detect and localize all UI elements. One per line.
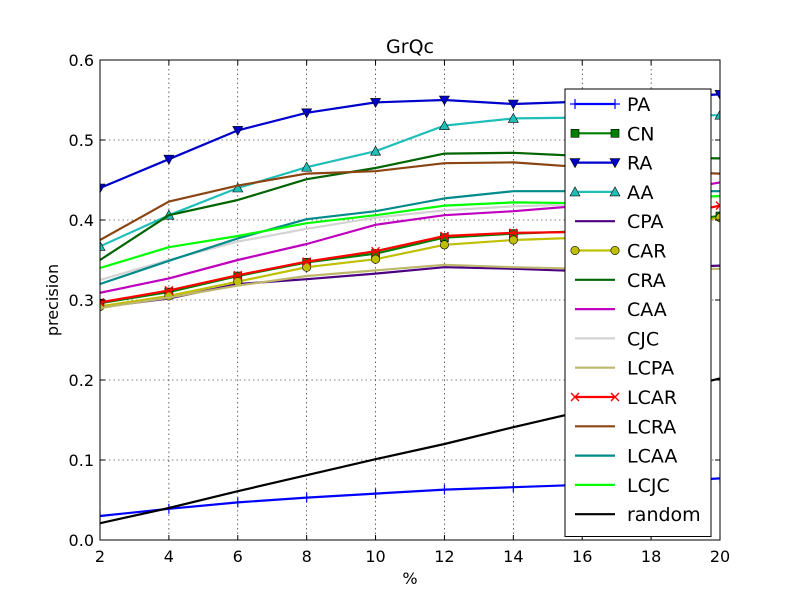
data-point-pa [715, 473, 720, 484]
legend-label-aa: AA [627, 182, 654, 204]
legend-item-aa: AA [569, 182, 654, 204]
legend-item-pa: PA [570, 94, 650, 116]
legend-marker-pa [570, 99, 580, 109]
data-point-car [439, 240, 449, 250]
legend-marker-car [610, 246, 620, 256]
data-point-aa [100, 240, 106, 251]
y-tick-label: 0.0 [69, 531, 94, 550]
y-tick-label: 0.3 [69, 291, 94, 310]
x-axis-label: % [402, 569, 417, 588]
y-tick-label: 0.4 [69, 211, 94, 230]
legend-marker-aa [569, 186, 581, 197]
data-point-lcar [439, 231, 449, 241]
legend-marker-ra [609, 158, 621, 169]
data-point-aa [438, 119, 450, 130]
legend-label-lcar: LCAR [627, 387, 677, 409]
chart-title: GrQc [386, 36, 434, 58]
data-point-pa [301, 492, 312, 503]
x-tick-label: 20 [710, 547, 730, 566]
legend-item-cpa: CPA [575, 211, 664, 233]
x-tick-label: 6 [233, 547, 243, 566]
legend-marker-cn [610, 129, 620, 138]
data-point-pa [508, 482, 519, 493]
legend-label-lcpa: LCPA [627, 358, 674, 380]
legend-item-lcra: LCRA [575, 416, 676, 438]
data-point-pa [439, 484, 450, 495]
x-tick-label: 18 [641, 547, 661, 566]
data-point-ra [714, 90, 720, 101]
data-point-lcar [371, 246, 381, 256]
legend-marker-pa [610, 99, 620, 109]
data-point-car [508, 235, 518, 245]
data-point-car [371, 254, 381, 264]
data-point-lcar [302, 257, 312, 267]
legend-item-random: random [575, 504, 701, 526]
legend-label-random: random [627, 504, 701, 526]
legend-item-lcar: LCAR [570, 387, 677, 409]
legend-item-cn: CN [570, 123, 654, 145]
data-point-lcar [233, 270, 243, 280]
legend-label-caa: CAA [627, 299, 667, 321]
legend-marker-cn [570, 129, 580, 138]
x-tick-label: 4 [164, 547, 174, 566]
data-point-lcar [164, 285, 174, 295]
legend-label-cra: CRA [627, 270, 666, 292]
legend-item-cra: CRA [575, 270, 666, 292]
legend-label-cpa: CPA [627, 211, 664, 233]
x-tick-label: 2 [95, 547, 105, 566]
legend-item-ra: RA [569, 153, 652, 175]
data-point-ra [232, 126, 244, 137]
legend-marker-lcar [610, 392, 620, 402]
data-point-car [302, 262, 312, 272]
x-tick-label: 16 [572, 547, 592, 566]
y-tick-label: 0.1 [69, 451, 94, 470]
x-tick-label: 8 [302, 547, 312, 566]
y-tick-label: 0.2 [69, 371, 94, 390]
legend-label-lcjc: LCJC [627, 475, 670, 497]
data-point-aa [370, 145, 382, 156]
legend-marker-ra [569, 158, 581, 169]
y-axis-label: precision [43, 264, 62, 336]
data-point-ra [301, 108, 313, 119]
legend-item-lcpa: LCPA [575, 358, 674, 380]
legend-item-lcaa: LCAA [575, 446, 677, 468]
data-point-lcar [508, 228, 518, 238]
data-point-ra [370, 98, 382, 109]
legend-label-cjc: CJC [627, 328, 659, 350]
data-point-ra [100, 183, 106, 194]
legend-marker-aa [609, 186, 621, 197]
ticks: 2 4 6 8 10 12 14 16 18 20 0.0 0.1 0.2 0.3 0.4 0.5 0.6 [69, 51, 731, 566]
data-point-ra [438, 95, 450, 106]
data-point-ra [163, 154, 175, 165]
legend-label-cn: CN [627, 123, 654, 145]
data-point-pa [232, 497, 243, 508]
x-tick-label: 10 [365, 547, 385, 566]
legend-marker-car [570, 246, 580, 256]
data-point-aa [507, 112, 519, 123]
x-tick-label: 12 [434, 547, 454, 566]
data-point-aa [301, 161, 313, 172]
legend-item-car: CAR [570, 241, 666, 263]
data-point-pa [100, 511, 105, 521]
legend-label-car: CAR [627, 241, 666, 263]
data-point-pa [370, 488, 381, 499]
data-point-lcar [715, 201, 720, 211]
legend-label-ra: RA [627, 153, 652, 175]
legend-marker-lcar [570, 392, 580, 402]
data-point-aa [714, 109, 720, 120]
legend: PA CN RA AA CPA CAR CRA CAA CJC LCPA LCAR LCRA LCAA L… [564, 88, 712, 537]
legend-label-lcra: LCRA [627, 416, 676, 438]
legend-item-lcjc: LCJC [575, 475, 670, 497]
y-tick-label: 0.5 [69, 131, 94, 150]
legend-label-lcaa: LCAA [627, 446, 677, 468]
y-tick-label: 0.6 [69, 51, 94, 70]
data-point-ra [507, 99, 519, 110]
legend-item-caa: CAA [575, 299, 667, 321]
legend-label-pa: PA [627, 94, 650, 116]
legend-item-cjc: CJC [575, 328, 659, 350]
data-point-aa [232, 182, 244, 193]
x-tick-label: 14 [503, 547, 523, 566]
